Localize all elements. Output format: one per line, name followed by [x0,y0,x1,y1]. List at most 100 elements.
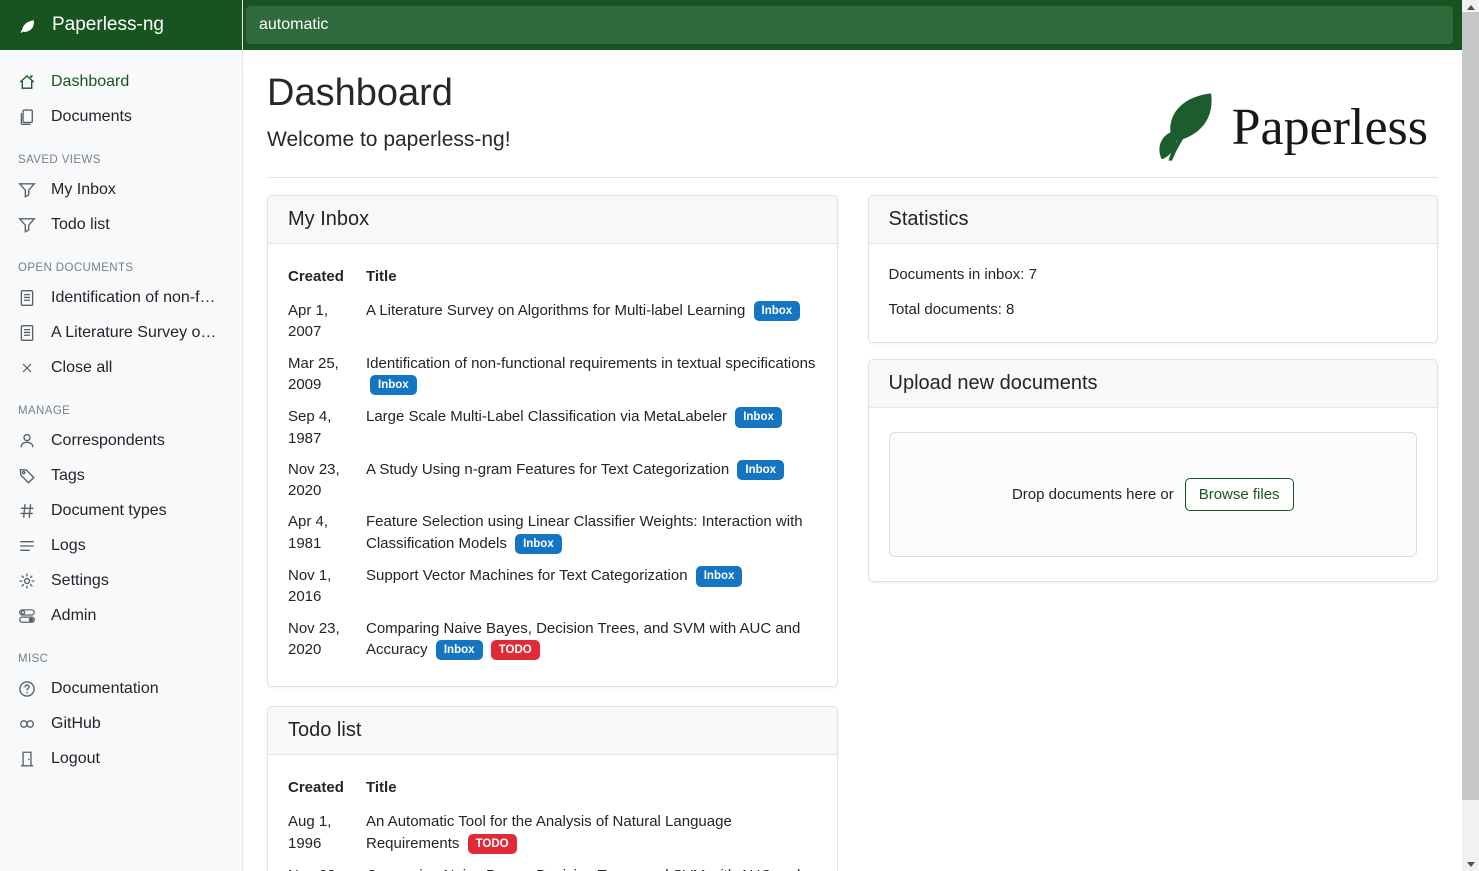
document-link[interactable]: Support Vector Machines for Text Categor… [366,567,688,585]
upload-card: Upload new documents Drop documents here… [867,359,1438,582]
inbox-tag-badge[interactable]: Inbox [735,407,782,428]
sidebar-item-logs[interactable]: Logs [0,530,242,562]
sidebar-item-open-doc-1[interactable]: Identification of non-functio… [0,282,242,314]
vertical-scrollbar[interactable] [1462,0,1479,871]
right-column: Statistics Documents in inbox: 7 Total d… [867,195,1438,582]
scrollbar-up-arrow[interactable] [1462,0,1479,14]
paperless-logo: Paperless [1152,88,1428,166]
sidebar-section-manage: MANAGE [18,405,71,417]
document-link[interactable]: A Study Using n-gram Features for Text C… [366,460,730,478]
sidebar-item-github[interactable]: GitHub [0,708,242,740]
table-row: Aug 1, 1996 An Automatic Tool for the Ana… [288,806,817,860]
table-header-row: Created Title [288,775,817,806]
sidebar-item-tags[interactable]: Tags [0,460,242,492]
table-header-row: Created Title [288,264,817,295]
sidebar-item-label: Settings [51,572,109,589]
sidebar-item-documentation[interactable]: Documentation [0,673,242,705]
inbox-tag-badge[interactable]: Inbox [695,566,743,587]
left-column: My Inbox Created Title Apr 1, 2007 A Lite… [267,195,838,871]
sidebar-item-settings[interactable]: Settings [0,565,242,597]
sidebar-section-saved-views: SAVED VIEWS [18,154,101,166]
sidebar-item-label: Document types [51,502,167,519]
created-cell: Sep 4, 1987 [288,408,332,447]
sidebar-item-admin[interactable]: Admin [0,600,242,632]
document-link[interactable]: Feature Selection using Linear Classifie… [366,513,803,552]
inbox-tag-badge[interactable]: Inbox [737,459,785,481]
document-link[interactable]: A Literature Survey on Algorithms for Mu… [366,302,746,319]
document-link[interactable]: Comparing Naive Bayes, Decision Trees, a… [366,867,800,871]
global-search-input[interactable] [246,6,1453,44]
created-cell: Mar 25, 2009 [288,354,339,393]
sidebar-item-close-all[interactable]: Close all [0,352,242,384]
gear-icon [18,572,36,590]
todo-tag-badge[interactable]: TODO [467,833,517,855]
document-link[interactable]: Large Scale Multi-Label Classification v… [366,408,728,426]
todo-tag-badge[interactable]: TODO [490,640,540,661]
sidebar-section-misc: MISC [18,653,49,665]
sidebar-item-document-types[interactable]: Document types [0,495,242,527]
scrollbar-down-arrow[interactable] [1462,857,1479,871]
app-title: Paperless-ng [52,14,164,35]
browse-files-button[interactable]: Browse files [1184,478,1294,511]
filter-icon [18,181,36,199]
document-link[interactable]: An Automatic Tool for the Analysis of Na… [366,813,732,852]
file-text-icon [18,324,36,342]
sidebar-item-label: Logout [51,750,100,767]
sidebar-item-label: Dashboard [51,73,130,90]
scrollbar-thumb[interactable] [1462,12,1479,800]
sidebar-item-correspondents[interactable]: Correspondents [0,425,242,457]
sidebar-item-my-inbox[interactable]: My Inbox [0,174,242,206]
inbox-tag-badge[interactable]: Inbox [370,374,417,396]
sidebar-item-documents[interactable]: Documents [0,101,242,133]
sidebar-item-label: Correspondents [51,432,165,449]
todo-list-table: Created Title Aug 1, 1996 An Automatic To… [288,775,817,871]
sidebar-item-logout[interactable]: Logout [0,743,242,775]
sidebar-item-dashboard[interactable]: Dashboard [0,66,242,98]
todo-list-card-title: Todo list [268,707,837,756]
door-icon [18,750,36,768]
total-documents-stat: Total documents: 8 [888,301,1015,318]
leaf-logo-icon [1152,88,1224,166]
sidebar-item-label: My Inbox [51,181,116,198]
document-link[interactable]: Comparing Naive Bayes, Decision Trees, a… [366,619,801,659]
inbox-tag-badge[interactable]: Inbox [753,301,801,322]
inbox-tag-badge[interactable]: Inbox [435,640,483,661]
sidebar-item-open-doc-2[interactable]: A Literature Survey on Algori… [0,317,242,349]
inbox-tag-badge[interactable]: Inbox [515,533,562,555]
todo-list-card: Todo list Created Title Aug 1, 1996 An Au… [267,706,838,871]
table-row: Nov 23, 2020 A Study Using n-gram Feature… [288,454,817,507]
inbox-count-stat: Documents in inbox: 7 [888,266,1037,283]
created-cell: Nov 23, 2020 [288,860,366,871]
person-icon [18,432,36,450]
statistics-card: Statistics Documents in inbox: 7 Total d… [867,195,1438,343]
sidebar-item-label: Admin [51,607,97,624]
sidebar-item-label: Tags [51,467,85,484]
sidebar-section-open-documents: OPEN DOCUMENTS [18,262,134,274]
filter-icon [18,216,36,234]
page-subtitle: Welcome to paperless-ng! [267,128,511,151]
upload-dropzone[interactable]: Drop documents here or Browse files [888,432,1417,557]
my-inbox-card: My Inbox Created Title Apr 1, 2007 A Lite… [267,195,838,688]
document-link[interactable]: Identification of non-functional require… [366,354,816,372]
table-row: Sep 4, 1987 Large Scale Multi-Label Class… [288,401,817,454]
sidebar-nav: Dashboard Documents SAVED VIEWS My Inbox [0,50,242,775]
documents-icon [18,108,36,126]
title-cell: Support Vector Machines for Text Categor… [366,560,817,613]
title-cell: Identification of non-functional require… [366,348,817,402]
hash-icon [18,502,36,520]
sidebar: Paperless-ng Dashboard Documents SAVED V… [0,0,243,871]
created-cell: Aug 1, 1996 [288,813,332,852]
created-cell: Nov 1, 2016 [288,567,332,606]
table-row: Apr 1, 2007 A Literature Survey on Algori… [288,295,817,348]
title-column-header: Title [366,779,397,797]
created-cell: Apr 4, 1981 [288,513,329,552]
main-content: Dashboard Welcome to paperless-ng! Paper… [243,50,1462,871]
sidebar-item-todo-list[interactable]: Todo list [0,209,242,241]
app-brand[interactable]: Paperless-ng [0,0,242,50]
question-circle-icon [18,680,36,698]
created-cell: Apr 1, 2007 [288,302,329,341]
sidebar-item-label: A Literature Survey on Algori… [51,324,224,341]
tag-icon [18,467,36,485]
